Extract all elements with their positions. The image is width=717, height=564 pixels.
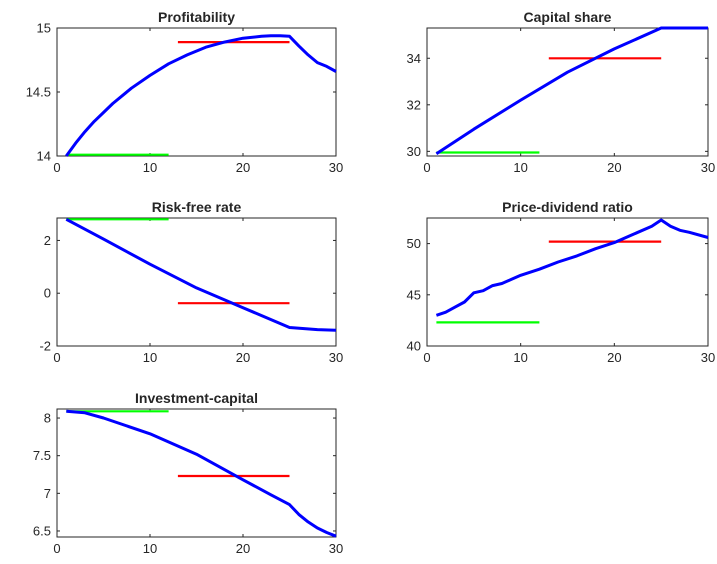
profitability-y-tick-label: 15 <box>37 21 51 36</box>
risk-free-rate-x-tick-label: 30 <box>329 350 343 365</box>
investment-capital-y-tick-label: 7.5 <box>33 448 51 463</box>
capital-share-x-tick-label: 0 <box>423 160 430 175</box>
risk-free-rate-y-tick-label: 0 <box>44 286 51 301</box>
profitability-path-series <box>65 34 337 157</box>
risk-free-rate-axes-box <box>56 217 337 347</box>
price-dividend-ratio-x-tick-label: 0 <box>423 350 430 365</box>
investment-capital-title: Investment-capital <box>135 390 258 406</box>
profitability-x-tick-label: 30 <box>329 160 343 175</box>
capital-share-x-tick-label: 10 <box>513 160 527 175</box>
risk-free-rate-y-tick-label: -2 <box>39 339 51 354</box>
price-dividend-ratio-y-tick-label: 40 <box>407 339 421 354</box>
investment-capital-y-tick-label: 8 <box>44 411 51 426</box>
profitability-x-tick-label: 10 <box>143 160 157 175</box>
capital-share-axes-box <box>426 27 709 157</box>
investment-capital-path-series <box>66 409 337 538</box>
risk-free-rate-path-series <box>65 217 337 332</box>
investment-capital-y-tick-label: 6.5 <box>33 523 51 538</box>
capital-share-title: Capital share <box>524 9 612 25</box>
risk-free-rate-title: Risk-free rate <box>152 199 242 215</box>
risk-free-rate-x-tick-label: 10 <box>143 350 157 365</box>
profitability-axes-box <box>56 27 337 157</box>
risk-free-rate-y-tick-label: 2 <box>44 233 51 248</box>
capital-share-y-tick-label: 32 <box>407 97 421 112</box>
profitability-title: Profitability <box>158 9 235 25</box>
price-dividend-ratio-y-tick-label: 50 <box>407 236 421 251</box>
profitability-panel: Profitability 0 10 20 30 14 14.5 15 <box>26 9 344 175</box>
investment-capital-y-tick-label: 7 <box>44 486 51 501</box>
profitability-y-tick-label: 14 <box>37 149 51 164</box>
capital-share-panel: Capital share 0 10 20 30 30 32 34 <box>407 9 716 175</box>
profitability-x-tick-label: 20 <box>236 160 250 175</box>
price-dividend-ratio-title: Price-dividend ratio <box>502 199 633 215</box>
investment-capital-x-tick-label: 30 <box>329 541 343 556</box>
profitability-x-tick-label: 0 <box>53 160 60 175</box>
price-dividend-ratio-x-tick-label: 10 <box>513 350 527 365</box>
profitability-y-tick-label: 14.5 <box>26 85 51 100</box>
risk-free-rate-x-tick-label: 20 <box>236 350 250 365</box>
price-dividend-ratio-path-series <box>435 218 709 317</box>
capital-share-path-series <box>435 26 708 155</box>
price-dividend-ratio-x-tick-label: 30 <box>701 350 715 365</box>
investment-capital-panel: Investment-capital 0 10 20 30 6.5 7 7.5 8 <box>33 390 343 556</box>
capital-share-x-tick-label: 30 <box>701 160 715 175</box>
capital-share-y-tick-label: 34 <box>407 51 421 66</box>
price-dividend-ratio-axes-box <box>426 217 709 347</box>
investment-capital-x-tick-label: 20 <box>236 541 250 556</box>
risk-free-rate-x-tick-label: 0 <box>53 350 60 365</box>
capital-share-y-tick-label: 30 <box>407 144 421 159</box>
capital-share-x-tick-label: 20 <box>607 160 621 175</box>
investment-capital-x-tick-label: 0 <box>53 541 60 556</box>
price-dividend-ratio-x-tick-label: 20 <box>607 350 621 365</box>
price-dividend-ratio-panel: Price-dividend ratio 0 10 20 30 40 45 50 <box>407 199 716 365</box>
investment-capital-x-tick-label: 10 <box>143 541 157 556</box>
price-dividend-ratio-y-tick-label: 45 <box>407 287 421 302</box>
investment-capital-axes-box <box>56 408 337 538</box>
